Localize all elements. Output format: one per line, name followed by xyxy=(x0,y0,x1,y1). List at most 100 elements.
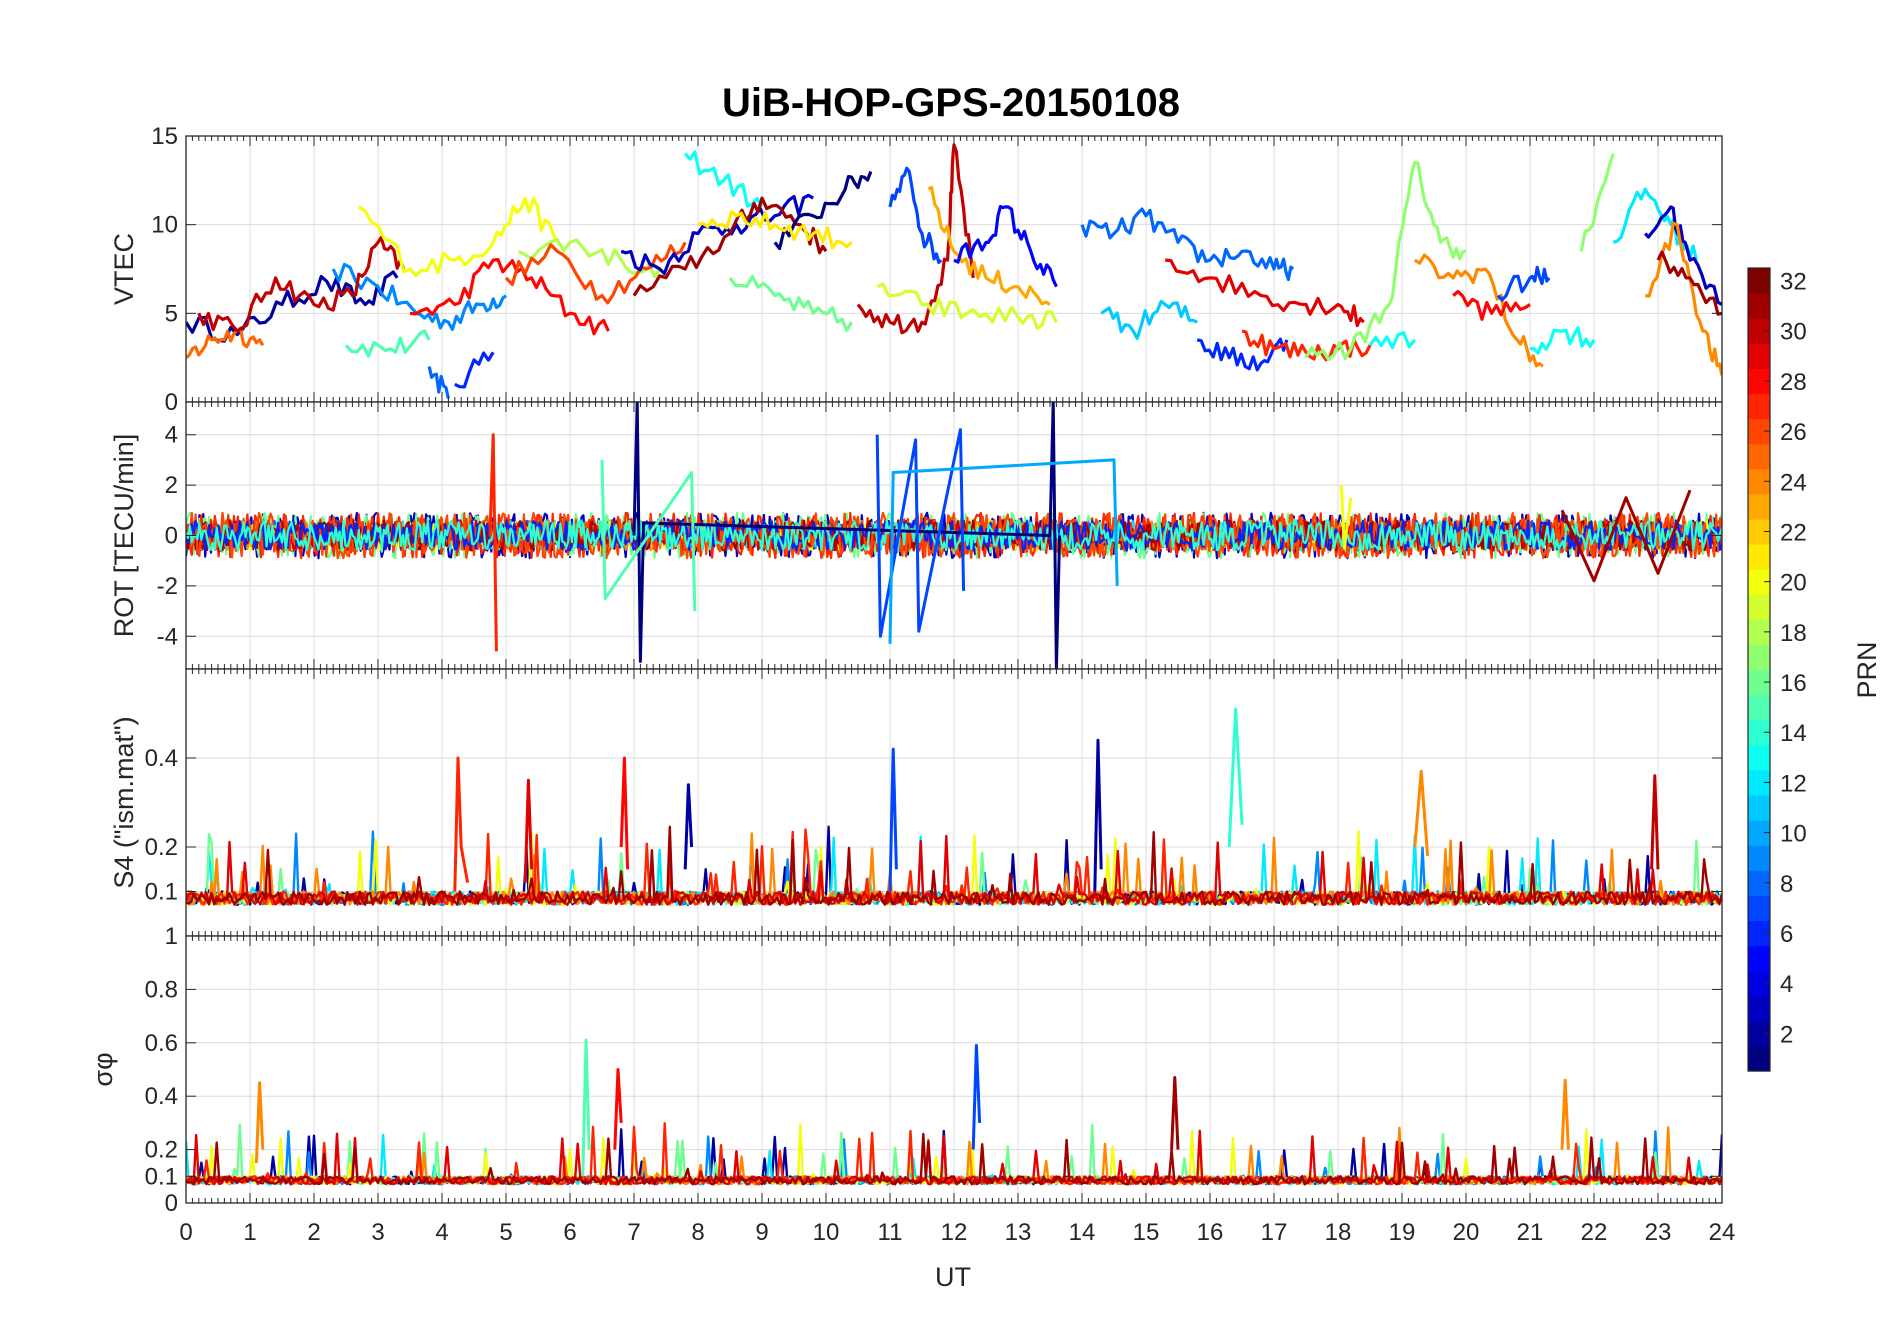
colorbar-tick-label: 30 xyxy=(1780,319,1807,346)
colorbar-swatch-prn-25 xyxy=(1748,443,1770,470)
series-line-prn-29 xyxy=(523,778,534,883)
series-line-prn-21 xyxy=(697,209,853,250)
panel-sigma_phi: 00.10.2 0.4 0.6 0.8 1 σφ xyxy=(88,923,1723,1217)
x-tick-label: 18 xyxy=(1325,1219,1352,1246)
x-tick-labels: 0 1 2 3 4 5 6 7 8 9 10 11 12 13 14 15 16 17 18 19 20 21 22 23 24 xyxy=(179,1219,1735,1246)
colorbar-swatch-prn-19 xyxy=(1748,594,1770,620)
x-tick-label: 2 xyxy=(307,1219,320,1246)
colorbar-swatch-prn-14 xyxy=(1748,719,1770,746)
colorbar-swatch-prn-13 xyxy=(1748,744,1770,771)
y-tick-label: 0.8 xyxy=(145,976,178,1003)
y-axis-label-vtec: VTEC xyxy=(109,233,139,305)
x-ticks xyxy=(185,669,1723,936)
panel-rot: -4 -2 0 2 4 ROT [TECU/min] xyxy=(109,401,1723,670)
x-tick-label: 16 xyxy=(1197,1219,1224,1246)
y-tick-label: 0 xyxy=(165,523,178,550)
series-line-prn-20 xyxy=(357,196,559,278)
series-line-prn-5 xyxy=(953,204,1058,288)
colorbar-swatch-prn-20 xyxy=(1748,569,1770,595)
colorbar-swatch-prn-23 xyxy=(1748,493,1770,520)
y-tick-label: 15 xyxy=(151,123,178,150)
colorbar-tick-label: 4 xyxy=(1780,971,1793,998)
colorbar-tick-label: 24 xyxy=(1780,469,1807,496)
series-line-prn-27 xyxy=(488,433,498,652)
series-line-prn-7 xyxy=(888,166,943,264)
colorbar-tick-label: 18 xyxy=(1780,620,1807,647)
colorbar-swatch-prn-9 xyxy=(1748,845,1770,871)
y-tick-label: 0.2 xyxy=(145,834,178,861)
x-tick-label: 13 xyxy=(1005,1219,1032,1246)
x-tick-label: 5 xyxy=(499,1219,512,1246)
series-line-prn-28 xyxy=(409,258,610,336)
x-tick-label: 10 xyxy=(813,1219,840,1246)
series-line-prn-24 xyxy=(1560,1078,1570,1150)
x-tick-label: 22 xyxy=(1581,1219,1608,1246)
series-line-prn-20 xyxy=(1339,485,1353,550)
series-line-prn-7 xyxy=(1496,265,1551,302)
series-line-prn-1 xyxy=(632,402,1062,669)
x-tick-label: 11 xyxy=(878,1219,903,1246)
series-line-prn-24 xyxy=(1413,253,1544,368)
x-tick-label: 21 xyxy=(1517,1219,1544,1246)
colorbar-tick-label: 10 xyxy=(1780,821,1807,848)
colorbar-label: PRN xyxy=(1852,641,1882,698)
series-line-prn-7 xyxy=(875,428,966,638)
colorbar-tick-label: 12 xyxy=(1780,770,1807,797)
colorbar-tick-label: 16 xyxy=(1780,670,1807,697)
x-tick-label: 15 xyxy=(1133,1219,1160,1246)
colorbar-swatch-prn-28 xyxy=(1748,368,1770,395)
y-tick-label: 0 xyxy=(165,1190,178,1217)
y-tick-label: 0.6 xyxy=(145,1030,178,1057)
series-line-prn-30 xyxy=(856,143,975,335)
series-line-prn-8 xyxy=(1080,207,1295,282)
series-line-prn-28 xyxy=(1452,289,1531,321)
colorbar-swatch-prn-32 xyxy=(1748,268,1770,294)
series xyxy=(186,143,1722,399)
series-line-prn-6 xyxy=(454,351,495,389)
colorbar-swatch-prn-26 xyxy=(1748,418,1770,445)
y-tick-label: -2 xyxy=(157,573,178,600)
y-tick-label: -4 xyxy=(157,623,178,650)
series-line-prn-27 xyxy=(453,756,470,892)
colorbar-tick-label: 32 xyxy=(1780,269,1807,296)
series-line-prn-17 xyxy=(1579,153,1615,252)
x-tick-label: 14 xyxy=(1069,1219,1096,1246)
series-line-prn-28 xyxy=(619,756,630,870)
x-tick-label: 6 xyxy=(563,1219,576,1246)
colorbar-swatch-prn-18 xyxy=(1748,619,1770,646)
colorbar-tick-label: 26 xyxy=(1780,419,1807,446)
colorbar-swatch-prn-5 xyxy=(1748,945,1770,972)
y-axis-label-rot: ROT [TECU/min] xyxy=(109,434,139,638)
series-line-prn-1 xyxy=(773,170,873,251)
colorbar-tick-label: 22 xyxy=(1780,519,1807,546)
colorbar-frame xyxy=(1747,267,1771,1072)
y-tick-label: 0.4 xyxy=(145,745,178,772)
series-line-prn-28 xyxy=(613,1068,623,1150)
series-line-prn-15 xyxy=(600,459,697,612)
colorbar-swatch-prn-31 xyxy=(1748,293,1770,319)
x-tick-label: 12 xyxy=(941,1219,968,1246)
x-tick-label: 7 xyxy=(627,1219,640,1246)
y-tick-label: 0 xyxy=(165,389,178,416)
colorbar-swatch-prn-2 xyxy=(1748,1020,1770,1047)
series-line-prn-7 xyxy=(888,747,898,892)
series-line-prn-16 xyxy=(728,274,853,332)
x-tick-label: 9 xyxy=(755,1219,768,1246)
figure-title: UiB-HOP-GPS-20150108 xyxy=(722,81,1180,125)
colorbar-swatch-prn-15 xyxy=(1748,694,1770,721)
x-tick-label: 3 xyxy=(371,1219,384,1246)
colorbar-swatch-prn-29 xyxy=(1748,343,1770,369)
series-line-prn-17 xyxy=(1304,161,1467,362)
series-line-prn-31 xyxy=(1170,1076,1180,1150)
series-line-prn-12 xyxy=(1612,187,1698,261)
y-tick-label: 10 xyxy=(151,212,178,239)
colorbar-swatch-prn-3 xyxy=(1748,995,1770,1022)
x-tick-label: 4 xyxy=(435,1219,448,1246)
colorbar-swatch-prn-11 xyxy=(1748,794,1770,821)
x-tick-label: 17 xyxy=(1261,1219,1288,1246)
colorbar-swatch-prn-24 xyxy=(1748,468,1770,495)
panel-vtec: 0 5 10 15 VTEC xyxy=(109,123,1723,416)
colorbar-swatch-prn-27 xyxy=(1748,393,1770,420)
